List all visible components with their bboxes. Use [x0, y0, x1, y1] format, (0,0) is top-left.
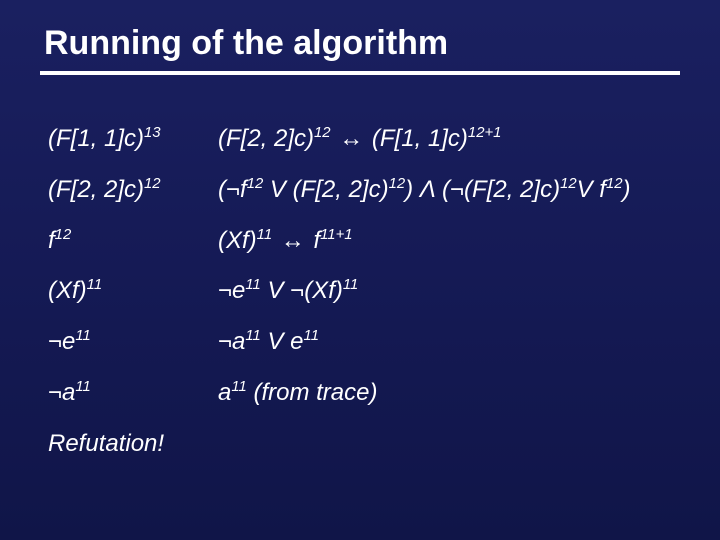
- derivation-row: ¬a11 a11 (from trace): [48, 379, 680, 408]
- row-right: ¬a11 V e11: [218, 328, 680, 357]
- derivation-row: (Xf)11 ¬e11 V ¬(Xf)11: [48, 277, 680, 306]
- row-left: (Xf)11: [48, 277, 218, 306]
- title-underline: [40, 71, 680, 75]
- title-block: Running of the algorithm: [40, 24, 680, 75]
- row-right: a11 (from trace): [218, 379, 680, 408]
- row-left: (F[2, 2]c)12: [48, 176, 218, 205]
- derivation-row: ¬e11 ¬a11 V e11: [48, 328, 680, 357]
- derivation-row: (F[1, 1]c)13 (F[2, 2]c)12 ↔ (F[1, 1]c)12…: [48, 125, 680, 154]
- final-row: Refutation!: [48, 430, 680, 459]
- derivation-row: (F[2, 2]c)12 (¬f12 V (F[2, 2]c)12) Λ (¬(…: [48, 176, 680, 205]
- final-label: Refutation!: [48, 430, 218, 459]
- row-right: (F[2, 2]c)12 ↔ (F[1, 1]c)12+1: [218, 125, 680, 154]
- row-right: (¬f12 V (F[2, 2]c)12) Λ (¬(F[2, 2]c)12V …: [218, 176, 680, 205]
- row-right: (Xf)11 ↔ f11+1: [218, 227, 680, 256]
- row-left: (F[1, 1]c)13: [48, 125, 218, 154]
- row-left: ¬a11: [48, 379, 218, 408]
- derivation-row: f12 (Xf)11 ↔ f11+1: [48, 227, 680, 256]
- slide: Running of the algorithm (F[1, 1]c)13 (F…: [0, 0, 720, 540]
- row-left: f12: [48, 227, 218, 256]
- row-right: ¬e11 V ¬(Xf)11: [218, 277, 680, 306]
- slide-content: (F[1, 1]c)13 (F[2, 2]c)12 ↔ (F[1, 1]c)12…: [40, 125, 680, 459]
- slide-title: Running of the algorithm: [40, 24, 680, 71]
- row-left: ¬e11: [48, 328, 218, 357]
